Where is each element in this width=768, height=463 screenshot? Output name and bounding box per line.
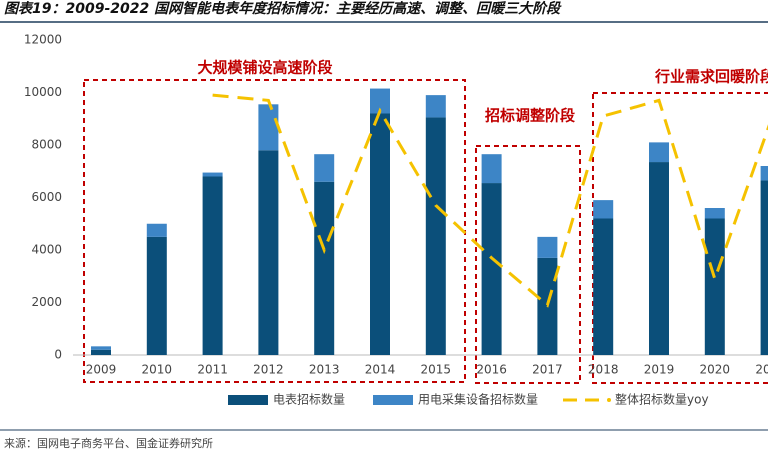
x-tick-label: 2016 bbox=[476, 363, 507, 377]
x-tick-label: 2009 bbox=[86, 363, 117, 377]
bar bbox=[649, 142, 669, 163]
x-tick-label: 2010 bbox=[142, 363, 173, 377]
legend-label: 整体招标数量yoy bbox=[615, 392, 709, 407]
x-tick-label: 2011 bbox=[197, 363, 228, 377]
phase-box bbox=[592, 92, 768, 384]
bar bbox=[146, 223, 167, 237]
y-tick-label: 6000 bbox=[31, 190, 62, 204]
legend-swatch bbox=[228, 395, 268, 405]
y-tick-label: 0 bbox=[54, 348, 62, 362]
legend-swatch bbox=[373, 395, 413, 405]
bar bbox=[425, 117, 446, 355]
bar bbox=[704, 208, 725, 219]
x-tick-label: 2021 bbox=[755, 363, 768, 377]
bar bbox=[481, 183, 502, 355]
y-tick-label: 10000 bbox=[24, 85, 62, 99]
x-tick-label: 2019 bbox=[644, 363, 675, 377]
line bbox=[212, 93, 768, 308]
bar bbox=[760, 166, 768, 181]
bar bbox=[314, 154, 335, 182]
bar bbox=[370, 113, 390, 355]
chart-title: 图表19：2009-2022 国网智能电表年度招标情况：主要经历高速、调整、回暖… bbox=[4, 0, 562, 17]
x-tick-label: 2012 bbox=[253, 363, 284, 377]
y-tick-label: 8000 bbox=[31, 138, 62, 152]
annotation: 招标调整阶段 bbox=[485, 107, 575, 125]
y-tick-label: 12000 bbox=[24, 33, 62, 47]
y-tick-label: 4000 bbox=[31, 243, 62, 257]
bar bbox=[370, 88, 390, 114]
bar bbox=[537, 236, 558, 258]
x-tick-label: 2015 bbox=[421, 363, 452, 377]
legend-dot bbox=[607, 398, 611, 402]
annotation: 行业需求回暖阶段 bbox=[654, 68, 768, 86]
source: 来源：国网电子商务平台、国金证券研究所 bbox=[4, 436, 213, 450]
bar bbox=[593, 200, 614, 219]
bar bbox=[649, 162, 669, 355]
x-tick-label: 2018 bbox=[588, 363, 619, 377]
x-tick-label: 2017 bbox=[532, 363, 563, 377]
x-tick-label: 2014 bbox=[365, 363, 396, 377]
bar bbox=[202, 176, 223, 355]
annotation: 大规模铺设高速阶段 bbox=[197, 59, 332, 77]
bar bbox=[91, 349, 111, 355]
bar bbox=[704, 218, 725, 355]
bar bbox=[91, 346, 111, 350]
bar bbox=[202, 172, 223, 177]
bar bbox=[593, 218, 614, 355]
x-tick-label: 2013 bbox=[309, 363, 340, 377]
bar bbox=[146, 236, 167, 355]
y-tick-label: 2000 bbox=[31, 295, 62, 309]
legend-label: 用电采集设备招标数量 bbox=[418, 392, 538, 407]
bar bbox=[481, 154, 502, 184]
bar bbox=[314, 181, 335, 355]
legend-label: 电表招标数量 bbox=[273, 392, 345, 407]
bar bbox=[425, 95, 446, 118]
x-tick-label: 2020 bbox=[700, 363, 731, 377]
bar bbox=[258, 104, 279, 151]
bar bbox=[258, 150, 279, 355]
bar bbox=[760, 180, 768, 355]
